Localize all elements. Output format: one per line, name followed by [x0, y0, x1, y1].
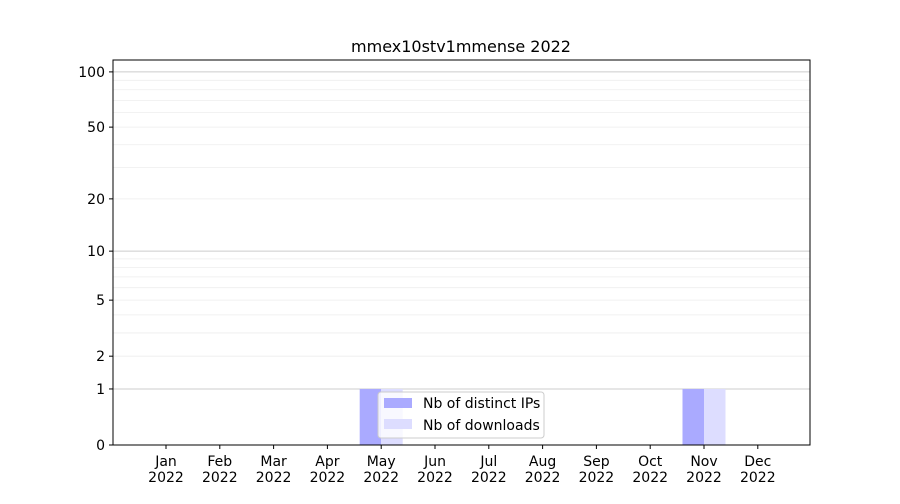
y-tick-label: 100 — [78, 65, 105, 81]
x-tick-label: May — [367, 454, 396, 470]
x-tick-label: Sep — [583, 454, 610, 470]
x-tick-label: 2022 — [202, 470, 238, 486]
x-tick-label: 2022 — [579, 470, 615, 486]
x-tick-label: 2022 — [686, 470, 722, 486]
x-tick-label: Apr — [315, 454, 339, 470]
legend-box — [377, 391, 545, 439]
x-tick-label: 2022 — [363, 470, 399, 486]
x-tick-label: 2022 — [310, 470, 346, 486]
x-tick-label: 2022 — [471, 470, 507, 486]
bar-ips — [359, 388, 382, 445]
y-tick-label: 50 — [87, 120, 105, 136]
x-tick-label: 2022 — [525, 470, 561, 486]
y-tick-label: 2 — [96, 349, 105, 365]
y-tick-label: 5 — [96, 293, 105, 309]
x-tick-label: Jul — [479, 454, 497, 470]
plot-frame — [112, 59, 811, 446]
x-tick-label: Jan — [154, 454, 177, 470]
y-tick-label: 0 — [96, 438, 105, 454]
legend-label-downloads: Nb of downloads — [423, 418, 540, 434]
x-tick-label: 2022 — [740, 470, 776, 486]
legend-swatch-downloads — [384, 419, 412, 429]
chart-title: mmex10stv1mmense 2022 — [351, 37, 571, 56]
x-tick-label: Dec — [744, 454, 771, 470]
x-tick-label: 2022 — [256, 470, 292, 486]
x-axis: Jan2022Feb2022Mar2022Apr2022May2022Jun20… — [148, 445, 776, 486]
x-tick-label: Oct — [638, 454, 663, 470]
y-axis: 0 1 2 5 10 20 50 100 — [78, 65, 113, 454]
x-tick-label: Jun — [423, 454, 446, 470]
x-tick-label: Aug — [529, 454, 556, 470]
x-tick-label: 2022 — [148, 470, 184, 486]
grid — [113, 71, 810, 390]
x-tick-label: Feb — [207, 454, 232, 470]
x-tick-label: 2022 — [632, 470, 668, 486]
legend-swatch-ips — [384, 398, 412, 408]
legend: Nb of distinct IPs Nb of downloads — [377, 391, 545, 439]
x-tick-label: Mar — [260, 454, 287, 470]
x-tick-label: 2022 — [417, 470, 453, 486]
y-tick-label: 10 — [87, 244, 105, 260]
bar-downloads — [704, 388, 726, 445]
y-tick-label: 20 — [87, 192, 105, 208]
x-tick-label: Nov — [690, 454, 717, 470]
legend-label-ips: Nb of distinct IPs — [423, 396, 540, 412]
bar-ips — [682, 388, 704, 445]
y-tick-label: 1 — [96, 382, 105, 398]
